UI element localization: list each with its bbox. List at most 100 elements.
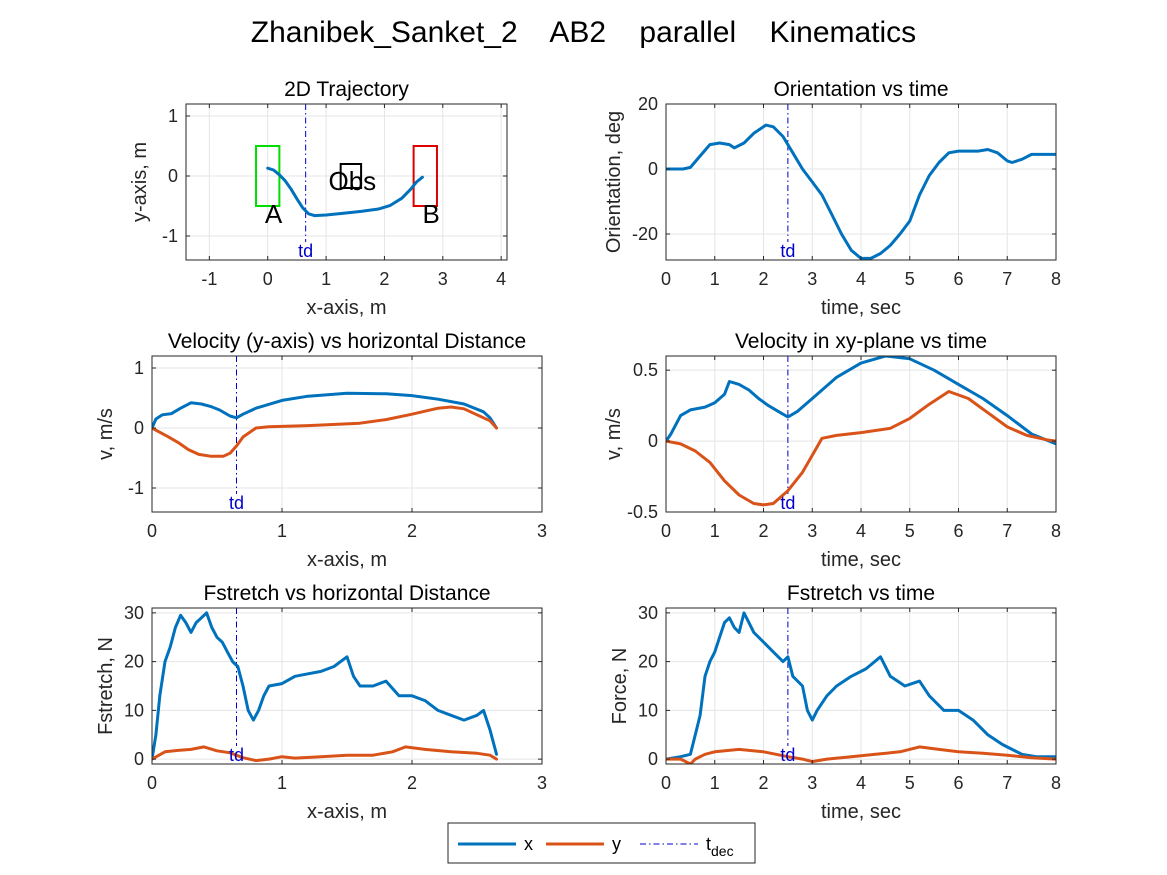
x-tick-label: 1: [710, 773, 720, 793]
chart-title: Velocity (y-axis) vs horizontal Distance: [168, 330, 526, 353]
td-label: td: [298, 241, 313, 261]
series-line-0: [266, 166, 424, 218]
y-tick-label: 0: [648, 749, 658, 769]
x-tick-label: 6: [953, 773, 963, 793]
x-tick-label: 5: [905, 773, 915, 793]
x-tick-label: 2: [407, 773, 417, 793]
series-line-0: [152, 391, 498, 430]
series-line-1: [666, 745, 1056, 764]
x-axis-label: x-axis, m: [307, 297, 387, 319]
x-tick-label: 1: [277, 521, 287, 541]
annotation-rect: [339, 163, 363, 189]
x-tick-label: 4: [856, 773, 866, 793]
y-tick-label: 0: [648, 159, 658, 179]
x-tick-label: 0: [661, 521, 671, 541]
axes-box: [151, 355, 543, 513]
annotation-rect: [412, 145, 438, 207]
x-axis-label: x-axis, m: [307, 801, 387, 823]
x-axis-label: time, sec: [821, 801, 901, 823]
x-tick-label: 1: [710, 521, 720, 541]
y-tick-label: -1: [162, 226, 178, 246]
y-axis-label: v, m/s: [603, 408, 625, 460]
y-tick-label: 1: [134, 358, 144, 378]
y-tick-label: 0.5: [633, 360, 658, 380]
x-tick-label: 6: [953, 269, 963, 289]
x-tick-label: 1: [321, 269, 331, 289]
x-tick-label: 4: [496, 269, 506, 289]
series-line-0: [666, 356, 1056, 446]
x-tick-label: 0: [147, 773, 157, 793]
x-tick-label: 4: [856, 521, 866, 541]
y-tick-label: 1: [168, 106, 178, 126]
x-tick-label: 0: [661, 773, 671, 793]
y-axis-label: y-axis, m: [129, 142, 151, 222]
x-tick-label: 2: [758, 521, 768, 541]
chart-orient: td 0 1 2 3 4 5 6 7 8 -20 0 20 Orientation vs time time…: [603, 78, 1061, 319]
y-axis-label: Force, N: [609, 648, 631, 725]
x-tick-label: 5: [905, 521, 915, 541]
x-tick-label: 8: [1051, 269, 1061, 289]
series-line-1: [152, 745, 498, 763]
plot-area: [152, 608, 542, 764]
x-tick-label: 1: [710, 269, 720, 289]
axes-box: [151, 607, 543, 765]
x-axis-label: x-axis, m: [307, 549, 387, 571]
x-tick-label: 2: [407, 521, 417, 541]
x-tick-label: 3: [807, 773, 817, 793]
y-tick-label: 20: [638, 652, 658, 672]
chart-force-time: td 0 1 2 3 4 5 6 7 8 0 10 20 30 Fstretch vs time time, …: [609, 582, 1061, 823]
series-line-0: [152, 611, 498, 761]
series-line-1: [152, 405, 498, 458]
chart-title: Fstretch vs horizontal Distance: [203, 582, 490, 605]
legend-label: x: [524, 834, 533, 854]
legend: x y tdec: [447, 822, 756, 864]
plot-area: [186, 104, 507, 260]
figure-title: Zhanibek_Sanket_2 AB2 parallel Kinematic…: [250, 16, 917, 49]
chart-title: 2D Trajectory: [284, 78, 409, 101]
x-tick-label: 5: [905, 269, 915, 289]
y-axis-label: Fstretch, N: [95, 637, 117, 735]
td-label: td: [780, 241, 795, 261]
td-label: td: [229, 745, 244, 765]
chart-title: Velocity in xy-plane vs time: [735, 330, 987, 353]
x-tick-label: 0: [263, 269, 273, 289]
annotation-text: A: [265, 199, 283, 229]
x-tick-label: 2: [379, 269, 389, 289]
y-tick-label: 20: [638, 94, 658, 114]
x-tick-label: 3: [537, 521, 547, 541]
x-tick-label: 7: [1002, 521, 1012, 541]
y-tick-label: -20: [632, 224, 658, 244]
y-tick-label: 0: [134, 749, 144, 769]
td-label: td: [780, 745, 795, 765]
x-tick-label: 1: [277, 773, 287, 793]
legend-label: tdec: [706, 834, 734, 859]
y-tick-label: -0.5: [627, 502, 658, 522]
x-tick-label: 2: [758, 773, 768, 793]
y-tick-label: -1: [128, 478, 144, 498]
y-axis-label: Orientation, deg: [603, 111, 625, 253]
x-tick-label: 3: [537, 773, 547, 793]
x-tick-label: 6: [953, 521, 963, 541]
td-label: td: [780, 493, 795, 513]
series-line-1: [666, 390, 1056, 507]
x-tick-label: 4: [856, 269, 866, 289]
x-tick-label: 3: [438, 269, 448, 289]
x-tick-label: 0: [147, 521, 157, 541]
x-tick-label: 3: [807, 521, 817, 541]
y-tick-label: 20: [124, 652, 144, 672]
legend-label-text: t: [706, 834, 711, 854]
y-tick-label: 0: [648, 431, 658, 451]
legend-label-text: x: [524, 834, 533, 854]
y-tick-label: 30: [638, 603, 658, 623]
series-line-0: [666, 123, 1056, 260]
chart-title: Orientation vs time: [773, 78, 948, 101]
axes-box: [185, 103, 508, 261]
annotation-text: Obs: [328, 166, 376, 196]
td-label: td: [229, 493, 244, 513]
x-axis-label: time, sec: [821, 549, 901, 571]
chart-title: Fstretch vs time: [787, 582, 935, 605]
annotation-text: B: [422, 199, 439, 229]
